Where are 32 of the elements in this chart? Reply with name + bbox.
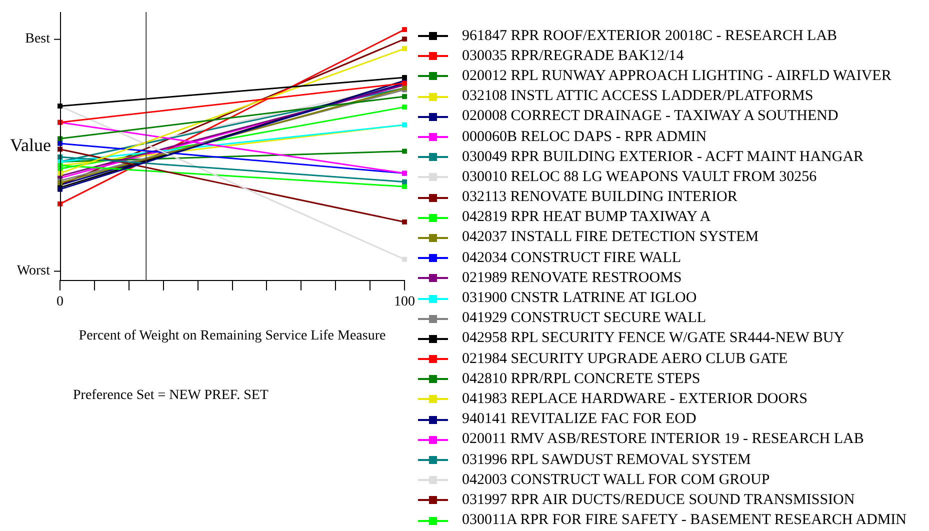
legend-label: 031996 RPL SAWDUST REMOVAL SYSTEM bbox=[462, 452, 751, 469]
text: Preference Set = NEW PREF. SET bbox=[73, 388, 270, 404]
legend-label: 041983 REPLACE HARDWARE - EXTERIOR DOORS bbox=[462, 390, 808, 408]
legend-label: 032108 INSTL ATTIC ACCESS LADDER/PLATFORMS bbox=[462, 88, 814, 106]
legend-label: 042958 RPL SECURITY FENCE W/GATE SR444-NEW BUY bbox=[462, 330, 845, 348]
legend-label: 021984 SECURITY UPGRADE AERO CLUB GATE bbox=[462, 350, 788, 368]
legend-label: 042037 INSTALL FIRE DETECTION SYSTEM bbox=[462, 229, 759, 246]
legend-label: 042003 CONSTRUCT WALL FOR COM GROUP bbox=[462, 472, 770, 489]
legend-label: 020008 CORRECT DRAINAGE - TAXIWAY A SOUTHEND bbox=[462, 108, 838, 126]
legend-label: 030035 RPR/REGRADE BAK12/14 bbox=[462, 48, 684, 65]
legend-label: 961847 RPR ROOF/EXTERIOR 20018C - RESEARCH LAB bbox=[462, 28, 838, 45]
text: Worst bbox=[16, 263, 50, 278]
x-axis-title: Percent of Weight on Remaining Service Life Measure bbox=[78, 328, 386, 344]
legend-label: 031997 RPR AIR DUCTS/REDUCE SOUND TRANSMISSION bbox=[462, 492, 855, 509]
x-tick-label: 100 bbox=[394, 294, 415, 310]
legend-label: 032113 RENOVATE BUILDING INTERIOR bbox=[462, 189, 738, 206]
legend-label: 042034 CONSTRUCT FIRE WALL bbox=[462, 250, 682, 267]
legend-label: 030011A RPR FOR FIRE SAFETY - BASEMENT RESEARCH ADMIN bbox=[462, 512, 907, 530]
legend-label: 020011 RMV ASB/RESTORE INTERIOR 19 - RESEARCH LAB bbox=[462, 431, 864, 448]
legend-label: 031900 CNSTR LATRINE AT IGLOO bbox=[462, 290, 697, 308]
legend-label: 000060B RELOC DAPS - RPR ADMIN bbox=[462, 128, 707, 146]
legend-label: 030010 RELOC 88 LG WEAPONS VAULT FROM 30256 bbox=[462, 168, 817, 186]
legend-label: 041929 CONSTRUCT SECURE WALL bbox=[462, 310, 706, 328]
y-axis-title: Value bbox=[10, 134, 51, 155]
legend-label: 020012 RPL RUNWAY APPROACH LIGHTING - AIRFLD WAIVER bbox=[462, 68, 892, 85]
legend-label: 042810 RPR/RPL CONCRETE STEPS bbox=[462, 370, 700, 388]
legend-label: 030049 RPR BUILDING EXTERIOR - ACFT MAINT HANGAR bbox=[462, 148, 864, 166]
legend-label: 021989 RENOVATE RESTROOMS bbox=[462, 270, 682, 287]
text: Best bbox=[25, 32, 50, 47]
legend-label: 042819 RPR HEAT BUMP TAXIWAY A bbox=[462, 209, 711, 226]
legend-label: 940141 REVITALIZE FAC FOR EOD bbox=[462, 411, 696, 428]
x-tick-label: 0 bbox=[56, 294, 64, 310]
